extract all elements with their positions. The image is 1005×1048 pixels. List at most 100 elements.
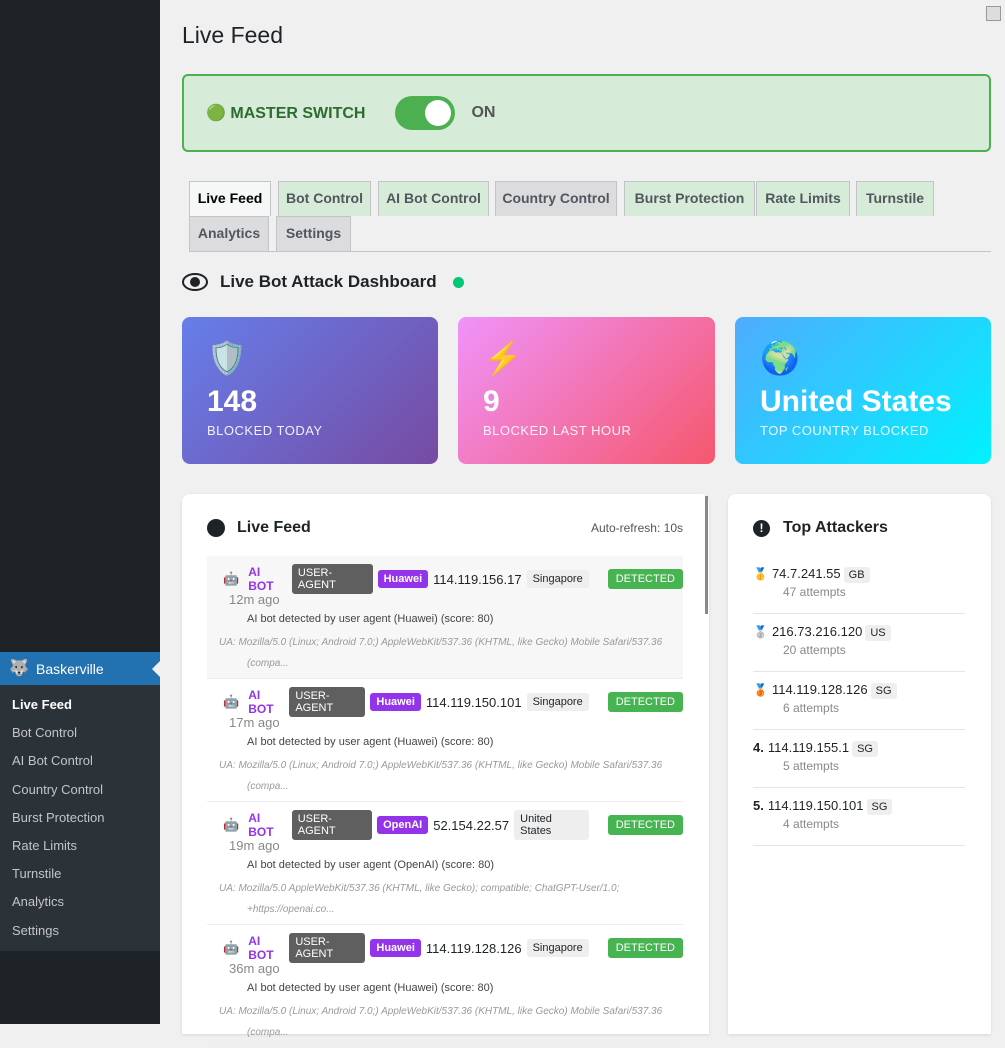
rank-badge: 🥉 (753, 683, 768, 697)
sidebar-item[interactable]: AI Bot Control (12, 753, 93, 769)
method-badge: USER-AGENT (291, 564, 373, 594)
brand-label: Baskerville (36, 660, 104, 677)
method-badge: USER-AGENT (289, 687, 366, 717)
country-code: SG (852, 741, 878, 757)
tab-rate-limits[interactable]: Rate Limits (756, 181, 850, 216)
rank-badge: 4. (753, 740, 764, 755)
tab-settings[interactable]: Settings (276, 216, 351, 251)
scrollbar[interactable] (705, 496, 708, 614)
shield-icon: 🛡️ (207, 340, 247, 376)
user-agent-text: UA: Mozilla/5.0 AppleWebKit/537.36 (KHTM… (219, 878, 683, 920)
attacker-row[interactable]: 🥇 74.7.241.55 GB 47 attempts (753, 556, 965, 614)
ua-string: UA: Mozilla/5.0 (Linux; Android 7.0;) Ap… (219, 1006, 663, 1038)
stat-card-blocked-hour: ⚡ 9 BLOCKED LAST HOUR (458, 317, 715, 464)
reason-text: AI bot detected by user agent (Huawei) (… (247, 736, 494, 748)
feed-item-header: 🤖 AI BOT USER-AGENT OpenAI 52.154.22.57 Unite… (223, 810, 683, 840)
country-badge: United States (514, 810, 589, 840)
globe-icon (207, 519, 225, 537)
avatar[interactable] (986, 6, 1001, 21)
country-code: US (865, 625, 891, 641)
bot-type: AI BOT (248, 565, 274, 593)
sidebar-item[interactable]: Live Feed (12, 697, 72, 712)
ua-string: UA: Mozilla/5.0 (Linux; Android 7.0;) Ap… (219, 637, 663, 669)
status-badge: DETECTED (607, 692, 683, 712)
attackers-heading: ! Top Attackers (753, 519, 888, 537)
stat-card-blocked-today: 🛡️ 148 BLOCKED TODAY (182, 317, 438, 464)
robot-icon: 🤖 (223, 694, 240, 709)
sidebar-item[interactable]: Bot Control (12, 725, 78, 741)
ua-string: UA: Mozilla/5.0 AppleWebKit/537.36 (KHTM… (219, 883, 620, 915)
attacker-row[interactable]: 4. 114.119.155.1 SG 5 attempts (753, 730, 965, 788)
exclamation-icon: ! (753, 519, 770, 537)
submenu: Live Feed Bot Control AI Bot Control Countr… (0, 685, 160, 951)
dashboard-heading: Live Bot Attack Dashboard (182, 272, 464, 292)
green-circle-icon: 🟢 (206, 105, 226, 122)
lightning-icon: ⚡ (483, 340, 523, 376)
master-switch-label: 🟢 MASTER SWITCH (206, 103, 365, 123)
ip-address: 114.119.150.101 (425, 694, 522, 710)
stat-label: BLOCKED LAST HOUR (483, 423, 632, 438)
attempt-count: 5 attempts (783, 759, 840, 773)
robot-icon: 🤖 (223, 940, 240, 955)
sidebar-item[interactable]: Country Control (12, 781, 104, 797)
tab-country-control[interactable]: Country Control (495, 181, 617, 216)
attempt-count: 20 attempts (783, 643, 846, 657)
rank-badge: 🥇 (753, 567, 768, 581)
feed-heading: Live Feed (207, 519, 311, 537)
top-attackers-panel: ! Top Attackers 🥇 74.7.241.55 GB 47 attempts… (728, 494, 991, 1034)
stat-value: 148 (207, 385, 258, 418)
sidebar-item[interactable]: Turnstile (12, 866, 62, 882)
sidebar-item[interactable]: Burst Protection (12, 809, 105, 825)
eye-icon (182, 273, 208, 291)
page-title: Live Feed (182, 22, 284, 48)
sidebar-item-baskerville[interactable]: 🐺 Baskerville (0, 652, 160, 685)
attacker-ip: 114.119.128.126 (771, 682, 868, 697)
feed-item[interactable]: 🤖 AI BOT USER-AGENT Huawei 114.119.156.17 Sin… (207, 556, 683, 679)
ip-address: 52.154.22.57 (433, 817, 510, 833)
ip-address: 114.119.156.17 (433, 571, 522, 587)
status-badge: DETECTED (607, 569, 683, 589)
tab-turnstile[interactable]: Turnstile (856, 181, 934, 216)
timestamp: 36m ago (229, 961, 280, 976)
auto-refresh-label: Auto-refresh: 10s (590, 521, 683, 535)
master-switch-panel: 🟢 MASTER SWITCH ON (182, 74, 991, 152)
bot-type: AI BOT (248, 811, 274, 839)
attacker-line: 🥇 74.7.241.55 GB (753, 566, 965, 583)
dashboard-title: Live Bot Attack Dashboard (220, 272, 437, 291)
attempt-count: 6 attempts (783, 701, 840, 715)
feed-item[interactable]: 🤖 AI BOT USER-AGENT Huawei 114.119.150.101 Si… (207, 679, 683, 802)
master-switch-text: MASTER SWITCH (230, 105, 366, 122)
sidebar-item[interactable]: Rate Limits (12, 837, 78, 853)
attacker-row[interactable]: 🥈 216.73.216.120 US 20 attempts (753, 614, 965, 672)
attempt-count: 47 attempts (783, 585, 846, 599)
master-switch-state: ON (471, 104, 496, 121)
vendor-badge: Huawei (377, 570, 429, 588)
country-badge: Singapore (526, 939, 589, 957)
tab-analytics[interactable]: Analytics (189, 216, 269, 251)
vendor-badge: Huawei (370, 693, 421, 711)
tab-ai-bot-control[interactable]: AI Bot Control (378, 181, 489, 216)
live-feed-panel: Live Feed Auto-refresh: 10s 🤖 AI BOT USER-… (182, 494, 709, 1048)
tab-bot-control[interactable]: Bot Control (278, 181, 371, 216)
attacker-row[interactable]: 5. 114.119.150.101 SG 4 attempts (753, 788, 965, 846)
attacker-row[interactable]: 🥉 114.119.128.126 SG 6 attempts (753, 672, 965, 730)
status-badge: DETECTED (607, 815, 683, 835)
tab-bar: Live Feed Bot Control AI Bot Control Countr… (189, 181, 991, 252)
attacker-ip: 216.73.216.120 (771, 624, 863, 639)
sidebar-item[interactable]: Settings (12, 922, 59, 938)
feed-item-header: 🤖 AI BOT USER-AGENT Huawei 114.119.150.101 Si… (223, 687, 683, 717)
tab-burst-protection[interactable]: Burst Protection (624, 181, 755, 216)
method-badge: USER-AGENT (289, 933, 366, 963)
stat-value: 9 (483, 385, 500, 418)
bot-type: AI BOT (248, 934, 274, 962)
bot-type: AI BOT (248, 688, 274, 716)
feed-item[interactable]: 🤖 AI BOT USER-AGENT Huawei 114.119.128.126 Si… (207, 925, 683, 1048)
master-switch-toggle[interactable] (395, 96, 456, 130)
user-agent-text: UA: Mozilla/5.0 (Linux; Android 7.0;) Ap… (219, 632, 683, 674)
tab-live-feed[interactable]: Live Feed (189, 181, 271, 216)
country-code: GB (843, 567, 870, 583)
globe-icon: 🌍 (760, 340, 800, 376)
feed-item[interactable]: 🤖 AI BOT USER-AGENT OpenAI 52.154.22.57 Unite… (207, 802, 683, 925)
sidebar-item[interactable]: Analytics (12, 894, 65, 910)
admin-sidebar: 🐺 Baskerville Live Feed Bot Control AI Bot … (0, 0, 160, 1024)
